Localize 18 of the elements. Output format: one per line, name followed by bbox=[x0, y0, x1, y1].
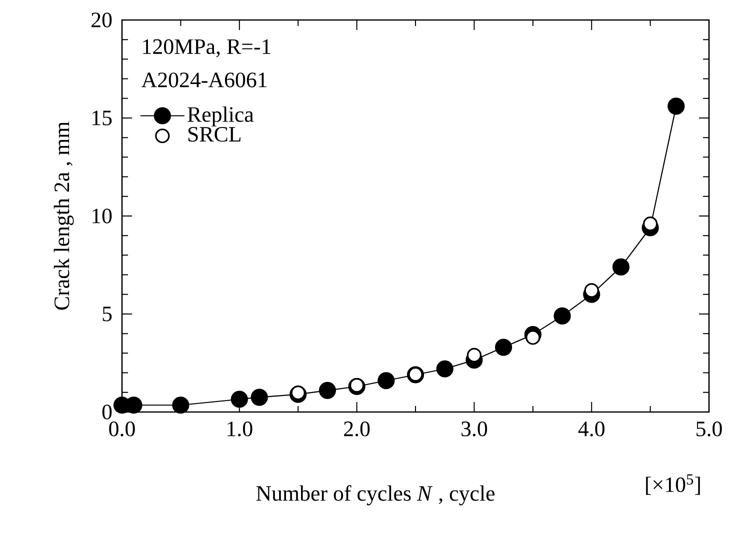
x-tick-label: 2.0 bbox=[344, 421, 370, 436]
x-axis-title: Number of cycles N , cycle bbox=[256, 485, 495, 506]
x-tick-label: 0.0 bbox=[109, 421, 135, 436]
y-axis-title: Crack length 2a , mm bbox=[54, 122, 74, 310]
y-tick-label: 10 bbox=[92, 208, 112, 224]
x-tick-label: 3.0 bbox=[462, 421, 488, 436]
y-tick-label: 15 bbox=[92, 110, 112, 126]
x-tick-label: 4.0 bbox=[578, 421, 604, 436]
annotation: 120MPa, R=-1 bbox=[143, 39, 270, 58]
text: [×10$^{5}$] bbox=[646, 474, 700, 495]
y-tick-label: 0 bbox=[102, 404, 112, 420]
annotation: A2024-A6061 bbox=[141, 72, 267, 88]
x-tick-label: 1.0 bbox=[228, 421, 252, 436]
y-tick-label: 20 bbox=[92, 12, 112, 28]
x-tick-label: 5.0 bbox=[696, 421, 722, 436]
y-tick-label: 5 bbox=[102, 306, 112, 322]
legend-label: Replica bbox=[188, 106, 254, 126]
legend-label: SRCL bbox=[188, 126, 240, 142]
